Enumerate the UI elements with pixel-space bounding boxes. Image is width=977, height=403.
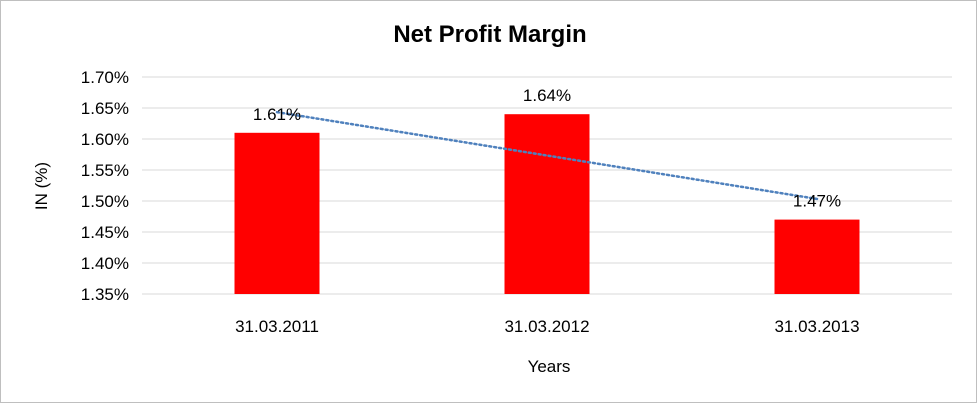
chart-title: Net Profit Margin: [393, 21, 586, 48]
y-tick-label: 1.65%: [81, 99, 129, 118]
y-tick-label: 1.60%: [81, 130, 129, 149]
x-tick-label: 31.03.2013: [774, 317, 859, 336]
data-label: 1.64%: [523, 86, 571, 105]
x-axis-ticks: 31.03.2011 31.03.2012 31.03.2013: [235, 317, 859, 336]
data-label: 1.47%: [793, 192, 841, 211]
bar: [504, 114, 590, 294]
y-tick-label: 1.70%: [81, 68, 129, 87]
y-tick-label: 1.50%: [81, 192, 129, 211]
trendline: [275, 110, 819, 201]
y-tick-label: 1.55%: [81, 161, 129, 180]
y-axis-title: IN (%): [32, 162, 51, 210]
bar: [774, 219, 860, 294]
bar: [234, 132, 320, 294]
y-tick-label: 1.35%: [81, 285, 129, 304]
bars: [234, 114, 860, 294]
x-tick-label: 31.03.2011: [235, 317, 319, 336]
x-axis-title: Years: [528, 357, 571, 376]
y-tick-label: 1.45%: [81, 223, 129, 242]
data-label: 1.61%: [253, 105, 301, 124]
data-labels: 1.61% 1.64% 1.47%: [253, 86, 841, 210]
x-tick-label: 31.03.2012: [504, 317, 589, 336]
trendline-layer: [275, 110, 819, 201]
y-axis-ticks: 1.35% 1.40% 1.45% 1.50% 1.55% 1.60% 1.65% 1.70%: [81, 68, 129, 304]
y-tick-label: 1.40%: [81, 254, 129, 273]
